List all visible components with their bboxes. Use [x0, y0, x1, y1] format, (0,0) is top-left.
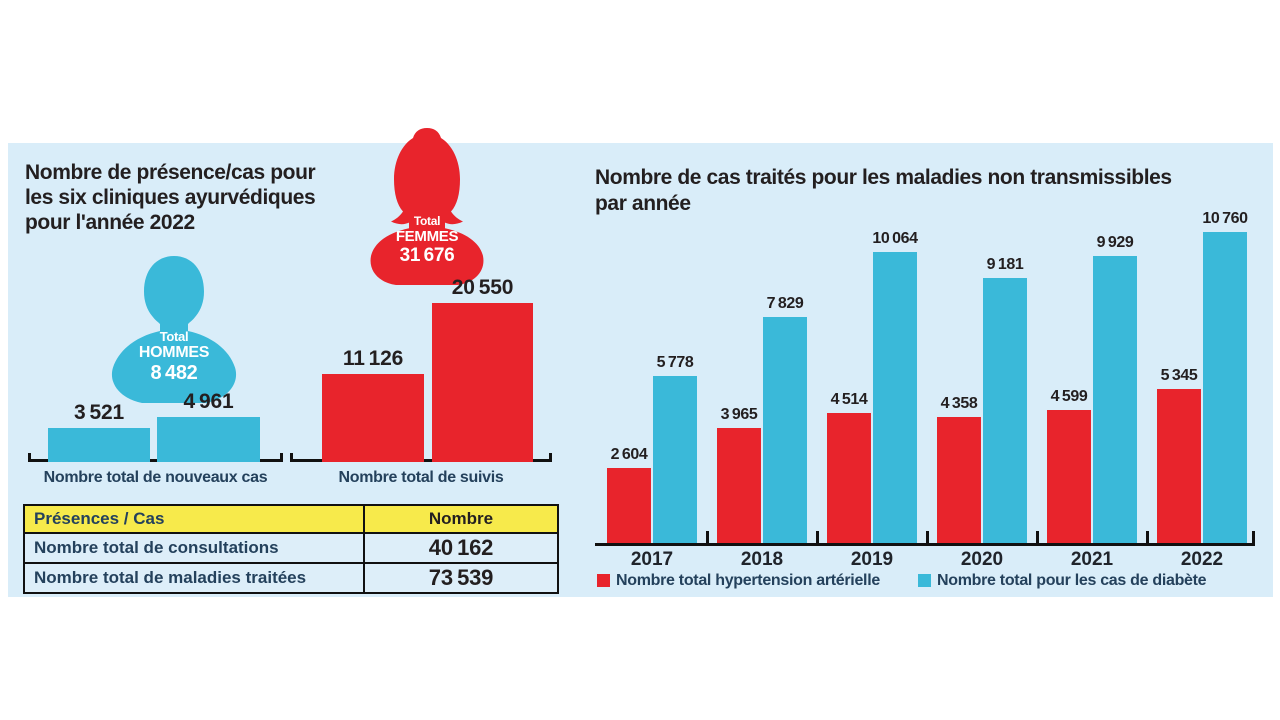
right-chart-bar-value: 2 604 — [610, 446, 648, 463]
x-axis-year-label: 2020 — [960, 549, 1004, 570]
x-axis-year-label: 2022 — [1180, 549, 1224, 570]
left-chart-bar-value: 3 521 — [74, 401, 124, 424]
x-axis-tick — [926, 531, 929, 543]
table-row: Nombre total de consultations 40 162 — [25, 534, 557, 564]
female-figure-value: 31 676 — [399, 245, 455, 266]
right-chart-bar-value: 4 599 — [1050, 388, 1088, 405]
legend-label-diabete: Nombre total pour les cas de diabète — [937, 572, 1207, 589]
right-chart-bar — [1093, 256, 1137, 543]
left-chart-bar — [48, 428, 150, 462]
legend-label-hypertension: Nombre total hypertension artérielle — [616, 572, 880, 589]
left-chart-bar — [432, 303, 533, 462]
female-figure-line2: FEMMES — [395, 228, 459, 245]
right-chart-bar-value: 5 778 — [656, 354, 694, 371]
left-chart-bar — [157, 417, 260, 462]
table-header-presences-cas: Présences / Cas — [25, 506, 365, 532]
female-figure-caption: Total FEMMES 31 676 — [365, 215, 489, 267]
x-axis-year-label: 2021 — [1070, 549, 1114, 570]
x-axis-year-label: 2017 — [630, 549, 674, 570]
male-figure-line2: HOMMES — [138, 344, 210, 361]
right-chart-bar — [827, 413, 871, 543]
right-chart-bar — [653, 376, 697, 543]
male-figure-value: 8 482 — [150, 362, 198, 384]
table-header-row: Présences / Cas Nombre — [25, 506, 557, 534]
right-chart-bar — [607, 468, 651, 543]
table-row: Nombre total de maladies traitées 73 539 — [25, 564, 557, 592]
right-chart-bar — [983, 278, 1027, 543]
right-chart-title: Nombre de cas traités pour les maladies … — [595, 166, 1172, 215]
left-chart-bar-value: 11 126 — [342, 347, 404, 370]
left-chart-group-label-suivis: Nombre total de suivis — [338, 469, 504, 486]
man-silhouette-shape — [111, 256, 237, 403]
right-chart-bar-value: 9 929 — [1096, 234, 1134, 251]
right-chart-bar-value: 7 829 — [766, 295, 804, 312]
legend-swatch-diabete — [918, 574, 931, 587]
woman-silhouette-icon — [370, 128, 484, 285]
right-chart-bar — [1157, 389, 1201, 543]
right-chart-bar-value: 10 064 — [872, 230, 918, 247]
x-axis-year-label: 2018 — [740, 549, 784, 570]
right-chart-bar — [937, 417, 981, 543]
right-chart-bar-value: 5 345 — [1160, 367, 1198, 384]
male-figure-line1: Total — [159, 329, 189, 344]
x-axis-tick — [1146, 531, 1149, 543]
man-silhouette-icon — [111, 256, 237, 403]
legend-swatch-hypertension — [597, 574, 610, 587]
right-chart-bar — [717, 428, 761, 543]
male-figure-caption: Total HOMMES 8 482 — [104, 330, 244, 385]
right-chart-bar — [1203, 232, 1247, 543]
right-chart-bar-value: 10 760 — [1202, 210, 1248, 227]
table-value-consultations: 40 162 — [428, 535, 494, 560]
left-chart-group-label-nouveaux-cas: Nombre total de nouveaux cas — [43, 469, 268, 486]
right-chart-bar-value: 9 181 — [986, 256, 1024, 273]
left-chart-title: Nombre de présence/cas pour les six clin… — [25, 161, 316, 234]
table-label-consultations: Nombre total de consultations — [25, 534, 365, 562]
x-axis-year-label: 2019 — [850, 549, 894, 570]
bracket-nouveaux-cas — [28, 453, 283, 462]
right-chart-bar-value: 4 358 — [940, 395, 978, 412]
table-label-maladies-traitees: Nombre total de maladies traitées — [25, 564, 365, 592]
right-chart-bar-value: 3 965 — [720, 406, 758, 423]
x-axis-tick — [1036, 531, 1039, 543]
x-axis-line — [595, 543, 1255, 546]
x-axis-tick — [706, 531, 709, 543]
right-chart-bar — [763, 317, 807, 543]
right-chart-bar — [873, 252, 917, 543]
x-axis-end-tick — [1252, 531, 1255, 543]
summary-table: Présences / Cas Nombre Nombre total de c… — [23, 504, 559, 594]
x-axis-tick — [816, 531, 819, 543]
woman-silhouette-shape — [370, 128, 484, 285]
table-value-maladies-traitees: 73 539 — [428, 565, 494, 590]
female-figure-line1: Total — [413, 214, 441, 228]
left-chart-bar-value: 4 961 — [183, 390, 234, 413]
left-chart-bar — [322, 374, 424, 462]
table-header-nombre: Nombre — [365, 506, 557, 532]
right-chart-bar-value: 4 514 — [830, 391, 868, 408]
left-chart-bar-value: 20 550 — [451, 276, 514, 299]
right-chart-bar — [1047, 410, 1091, 543]
